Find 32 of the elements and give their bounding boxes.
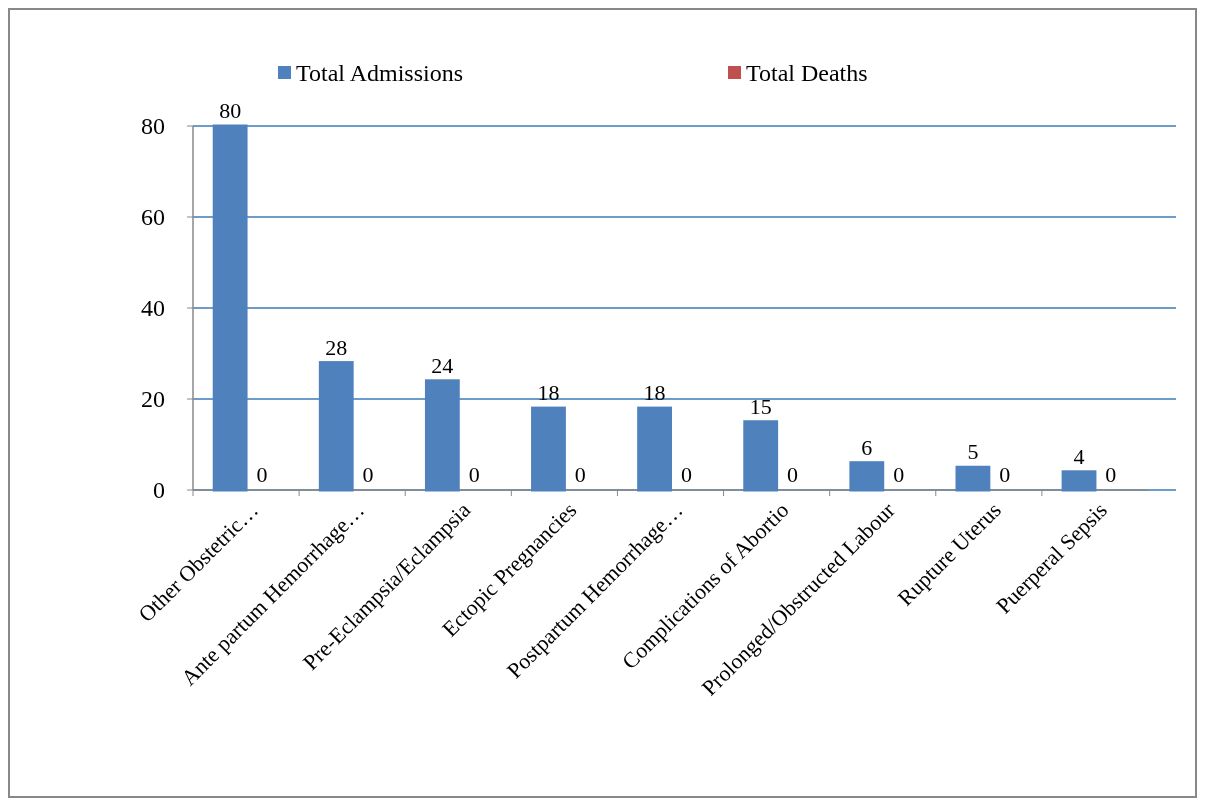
bar — [318, 361, 354, 492]
data-label: 0 — [574, 462, 586, 487]
y-tick-label: 60 — [141, 204, 165, 231]
data-label: 28 — [325, 334, 348, 360]
data-label: 0 — [680, 462, 692, 487]
y-tick-label: 20 — [141, 386, 165, 413]
data-label: 0 — [256, 462, 268, 487]
legend-label: Total Deaths — [746, 60, 868, 87]
bar — [531, 406, 566, 492]
data-label: 0 — [468, 462, 480, 487]
y-tick-label: 40 — [141, 295, 165, 322]
data-label: 80 — [219, 98, 242, 123]
data-label: 4 — [1073, 443, 1085, 469]
bar — [212, 124, 248, 492]
data-label: 0 — [999, 462, 1011, 487]
legend-label: Total Admissions — [296, 60, 464, 87]
bar — [637, 406, 672, 492]
data-label: 5 — [967, 439, 979, 465]
bar — [955, 465, 991, 492]
bar — [1061, 470, 1097, 492]
data-label: 24 — [431, 352, 454, 378]
bar — [849, 461, 885, 492]
data-label: 0 — [1105, 462, 1117, 487]
y-tick-label: 0 — [153, 477, 165, 504]
y-tick-label: 80 — [141, 113, 165, 140]
data-label: 0 — [893, 462, 905, 487]
data-label: 15 — [749, 393, 772, 419]
data-label: 6 — [861, 434, 873, 460]
data-label: 0 — [362, 462, 374, 487]
data-label: 0 — [787, 462, 799, 487]
bar — [743, 420, 779, 492]
bar — [424, 379, 460, 492]
